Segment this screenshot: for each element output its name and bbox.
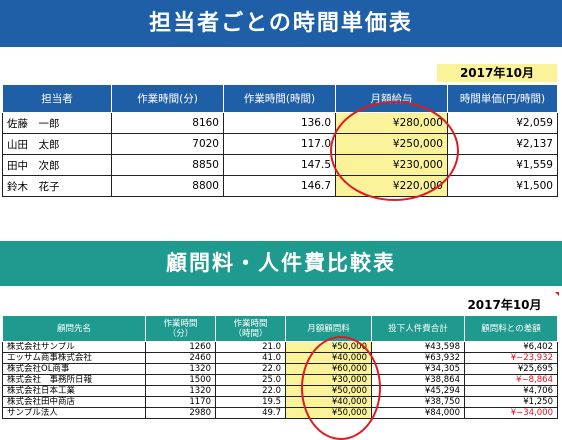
labor-cost: ¥38,750 (371, 396, 465, 408)
fee-difference: ¥25,695 (464, 363, 558, 375)
labor-cost: ¥84,000 (371, 407, 465, 419)
fee-difference: ¥6,402 (464, 341, 558, 353)
work-minutes: 8800 (111, 175, 224, 197)
table-row: 田中 次郎 8850 147.5 ¥230,000 ¥1,559 (2, 154, 558, 176)
work-hours: 49.7 (215, 407, 286, 419)
table-row: 株式会社日本工業 1320 22.0 ¥50,000 ¥45,294 ¥4,70… (2, 385, 558, 397)
column-header: 顧問先名 (2, 315, 146, 342)
section2-date: 2017年10月 (467, 298, 542, 312)
client-name: エッサム商事株式会社 (2, 352, 146, 364)
monthly-fee: ¥40,000 (285, 396, 372, 408)
column-header: 作業時間 （時間） (215, 315, 286, 342)
column-header: 作業時間 （分） (145, 315, 216, 342)
staff-name: 山田 太郎 (2, 133, 112, 155)
column-header: 月額顧問料 (285, 315, 372, 342)
table-row: エッサム商事株式会社 2460 41.0 ¥40,000 ¥63,932 ¥−2… (2, 352, 558, 364)
table-header-row: 担当者 作業時間(分) 作業時間(時間) 月額給与 時間単価(円/時間) (2, 84, 558, 113)
column-header: 時間単価(円/時間) (447, 84, 558, 113)
labor-cost: ¥63,932 (371, 352, 465, 364)
client-name: 株式会社OL商事 (2, 363, 146, 375)
work-hours: 41.0 (215, 352, 286, 364)
section1-title: 担当者ごとの時間単価表 (0, 0, 562, 47)
work-minutes: 8850 (111, 154, 224, 176)
monthly-fee: ¥60,000 (285, 363, 372, 375)
monthly-salary: ¥220,000 (335, 175, 448, 197)
work-hours: 146.7 (223, 175, 336, 197)
labor-cost: ¥43,598 (371, 341, 465, 353)
fee-difference: ¥−34,000 (464, 407, 558, 419)
monthly-fee: ¥30,000 (285, 374, 372, 386)
work-minutes: 1320 (145, 363, 216, 375)
column-header: 顧問料との差額 (464, 315, 558, 342)
column-header: 担当者 (2, 84, 112, 113)
labor-cost: ¥45,294 (371, 385, 465, 397)
monthly-salary: ¥230,000 (335, 154, 448, 176)
column-header: 作業時間(分) (111, 84, 224, 113)
table-row: 株式会社 事務所日報 1500 25.0 ¥30,000 ¥38,864 ¥−8… (2, 374, 558, 386)
work-minutes: 7020 (111, 133, 224, 155)
staff-name: 鈴木 花子 (2, 175, 112, 197)
table-row: 株式会社サンプル 1260 21.0 ¥50,000 ¥43,598 ¥6,40… (2, 341, 558, 353)
work-hours: 21.0 (215, 341, 286, 353)
column-header: 作業時間(時間) (223, 84, 336, 113)
table-row: 鈴木 花子 8800 146.7 ¥220,000 ¥1,500 (2, 175, 558, 197)
work-hours: 136.0 (223, 112, 336, 134)
table-row: 山田 太郎 7020 117.0 ¥250,000 ¥2,137 (2, 133, 558, 155)
staff-name: 佐藤 一郎 (2, 112, 112, 134)
fee-difference: ¥−23,932 (464, 352, 558, 364)
work-hours: 147.5 (223, 154, 336, 176)
table-row: 株式会社田中商店 1170 19.5 ¥40,000 ¥38,750 ¥1,25… (2, 396, 558, 408)
table-row: 株式会社OL商事 1320 22.0 ¥60,000 ¥34,305 ¥25,6… (2, 363, 558, 375)
comment-marker (555, 292, 559, 296)
work-minutes: 1320 (145, 385, 216, 397)
labor-cost: ¥34,305 (371, 363, 465, 375)
hourly-rate-table: 担当者 作業時間(分) 作業時間(時間) 月額給与 時間単価(円/時間) 佐藤 … (2, 84, 558, 197)
work-hours: 117.0 (223, 133, 336, 155)
fee-cost-comparison-table: 顧問先名 作業時間 （分） 作業時間 （時間） 月額顧問料 投下人件費合計 顧問… (2, 315, 558, 419)
section2-title: 顧問料・人件費比較表 (0, 241, 562, 286)
section1-date: 2017年10月 (437, 64, 557, 82)
fee-difference: ¥−8,864 (464, 374, 558, 386)
monthly-salary: ¥280,000 (335, 112, 448, 134)
fee-difference: ¥4,706 (464, 385, 558, 397)
client-name: 株式会社田中商店 (2, 396, 146, 408)
work-hours: 19.5 (215, 396, 286, 408)
monthly-fee: ¥40,000 (285, 352, 372, 364)
work-minutes: 1260 (145, 341, 216, 353)
hourly-rate: ¥1,500 (447, 175, 558, 197)
work-minutes: 1500 (145, 374, 216, 386)
work-minutes: 1170 (145, 396, 216, 408)
hourly-rate: ¥1,559 (447, 154, 558, 176)
work-minutes: 8160 (111, 112, 224, 134)
hourly-rate: ¥2,137 (447, 133, 558, 155)
table-row: 佐藤 一郎 8160 136.0 ¥280,000 ¥2,059 (2, 112, 558, 134)
labor-cost: ¥38,864 (371, 374, 465, 386)
client-name: サンプル法人 (2, 407, 146, 419)
table-row: サンプル法人 2980 49.7 ¥50,000 ¥84,000 ¥−34,00… (2, 407, 558, 419)
column-header: 月額給与 (335, 84, 448, 113)
client-name: 株式会社サンプル (2, 341, 146, 353)
monthly-fee: ¥50,000 (285, 385, 372, 397)
table-header-row: 顧問先名 作業時間 （分） 作業時間 （時間） 月額顧問料 投下人件費合計 顧問… (2, 315, 558, 342)
work-hours: 25.0 (215, 374, 286, 386)
work-minutes: 2980 (145, 407, 216, 419)
monthly-fee: ¥50,000 (285, 341, 372, 353)
work-hours: 22.0 (215, 363, 286, 375)
monthly-fee: ¥50,000 (285, 407, 372, 419)
staff-name: 田中 次郎 (2, 154, 112, 176)
work-minutes: 2460 (145, 352, 216, 364)
client-name: 株式会社 事務所日報 (2, 374, 146, 386)
fee-difference: ¥1,250 (464, 396, 558, 408)
hourly-rate: ¥2,059 (447, 112, 558, 134)
column-header: 投下人件費合計 (371, 315, 465, 342)
work-hours: 22.0 (215, 385, 286, 397)
client-name: 株式会社日本工業 (2, 385, 146, 397)
monthly-salary: ¥250,000 (335, 133, 448, 155)
